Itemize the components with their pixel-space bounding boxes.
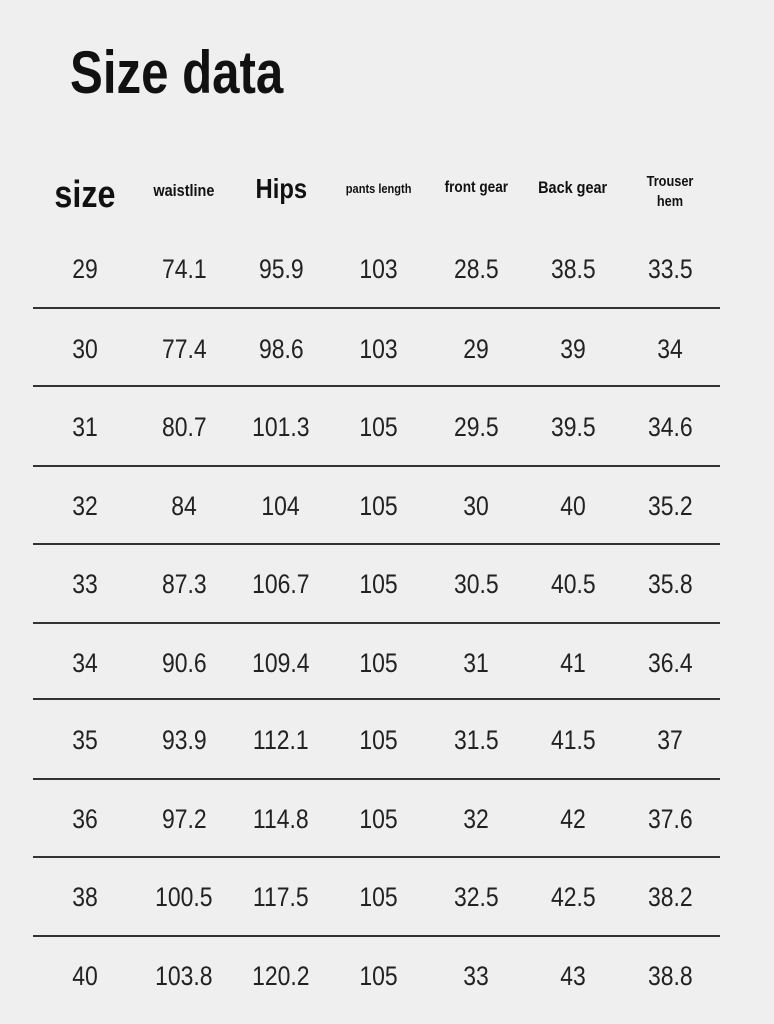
row-divider xyxy=(33,543,720,545)
value-cell: 34 xyxy=(657,334,683,364)
value-cell: 105 xyxy=(359,412,399,442)
size-cell: 29 xyxy=(72,254,98,284)
value-cell: 32.5 xyxy=(453,882,499,912)
value-cell: 103.8 xyxy=(155,961,213,991)
value-cell: 41 xyxy=(560,648,586,678)
value-cell: 30.5 xyxy=(453,569,499,599)
header-label: size xyxy=(54,174,116,216)
size-cell: 35 xyxy=(72,725,98,755)
value-cell: 31.5 xyxy=(453,725,499,755)
row-divider xyxy=(33,698,720,700)
size-cell: 31 xyxy=(72,412,98,442)
value-cell: 95.9 xyxy=(258,254,304,284)
value-cell: 77.4 xyxy=(161,334,207,364)
value-cell: 105 xyxy=(359,569,399,599)
value-cell: 34.6 xyxy=(647,412,693,442)
value-cell: 42.5 xyxy=(550,882,596,912)
value-cell: 109.4 xyxy=(252,648,310,678)
row-divider xyxy=(33,465,720,467)
size-cell: 32 xyxy=(72,491,98,521)
page-title: Size data xyxy=(70,39,284,106)
row-divider xyxy=(33,778,720,780)
value-cell: 103 xyxy=(359,334,399,364)
value-cell: 42 xyxy=(560,804,586,834)
value-cell: 101.3 xyxy=(252,412,310,442)
row-divider xyxy=(33,935,720,937)
size-cell: 40 xyxy=(72,961,98,991)
value-cell: 37.6 xyxy=(647,804,693,834)
value-cell: 105 xyxy=(359,961,399,991)
value-cell: 35.8 xyxy=(647,569,693,599)
header-label: Trouser hem xyxy=(646,173,694,211)
value-cell: 28.5 xyxy=(453,254,499,284)
value-cell: 105 xyxy=(359,725,399,755)
value-cell: 35.2 xyxy=(647,491,693,521)
row-divider xyxy=(33,856,720,858)
value-cell: 31 xyxy=(463,648,489,678)
value-cell: 39.5 xyxy=(550,412,596,442)
value-cell: 40 xyxy=(560,491,586,521)
header-trouser-hem: Trouser hem xyxy=(640,172,700,213)
value-cell: 37 xyxy=(657,725,683,755)
value-cell: 105 xyxy=(359,491,399,521)
value-cell: 43 xyxy=(560,961,586,991)
value-cell: 38.5 xyxy=(550,254,596,284)
value-cell: 120.2 xyxy=(252,961,310,991)
row-divider xyxy=(33,385,720,387)
size-cell: 30 xyxy=(72,334,98,364)
value-cell: 103 xyxy=(359,254,399,284)
value-cell: 114.8 xyxy=(253,804,309,834)
value-cell: 80.7 xyxy=(161,412,207,442)
value-cell: 90.6 xyxy=(161,648,207,678)
value-cell: 105 xyxy=(359,882,399,912)
size-cell: 33 xyxy=(72,569,98,599)
value-cell: 74.1 xyxy=(161,254,207,284)
value-cell: 104 xyxy=(261,491,301,521)
value-cell: 38.8 xyxy=(647,961,693,991)
value-cell: 100.5 xyxy=(155,882,213,912)
header-pants-length: pants length xyxy=(319,180,439,198)
value-cell: 32 xyxy=(463,804,489,834)
value-cell: 112.1 xyxy=(253,725,309,755)
value-cell: 41.5 xyxy=(550,725,596,755)
value-cell: 106.7 xyxy=(252,569,310,599)
header-waistline: waistline xyxy=(124,180,244,203)
value-cell: 33 xyxy=(463,961,489,991)
value-cell: 39 xyxy=(560,334,586,364)
value-cell: 40.5 xyxy=(550,569,596,599)
value-cell: 93.9 xyxy=(161,725,207,755)
row-divider xyxy=(33,622,720,624)
header-label: waistline xyxy=(153,181,215,200)
value-cell: 105 xyxy=(359,648,399,678)
value-cell: 36.4 xyxy=(647,648,693,678)
header-label: Hips xyxy=(255,173,307,204)
value-cell: 29 xyxy=(463,334,489,364)
header-label: pants length xyxy=(346,181,412,196)
value-cell: 105 xyxy=(359,804,399,834)
value-cell: 29.5 xyxy=(453,412,499,442)
header-hips: Hips xyxy=(221,170,341,208)
value-cell: 117.5 xyxy=(253,882,309,912)
value-cell: 84 xyxy=(171,491,197,521)
size-cell: 36 xyxy=(72,804,98,834)
header-label: Back gear xyxy=(538,178,608,197)
header-back-gear: Back gear xyxy=(513,177,633,200)
value-cell: 98.6 xyxy=(258,334,304,364)
header-front-gear: front gear xyxy=(416,177,536,199)
value-cell: 33.5 xyxy=(647,254,693,284)
value-cell: 38.2 xyxy=(647,882,693,912)
size-cell: 34 xyxy=(72,648,98,678)
value-cell: 97.2 xyxy=(161,804,207,834)
header-size: size xyxy=(25,170,145,221)
value-cell: 87.3 xyxy=(161,569,207,599)
header-label: front gear xyxy=(444,179,508,196)
row-divider xyxy=(33,307,720,309)
value-cell: 30 xyxy=(463,491,489,521)
size-cell: 38 xyxy=(72,882,98,912)
